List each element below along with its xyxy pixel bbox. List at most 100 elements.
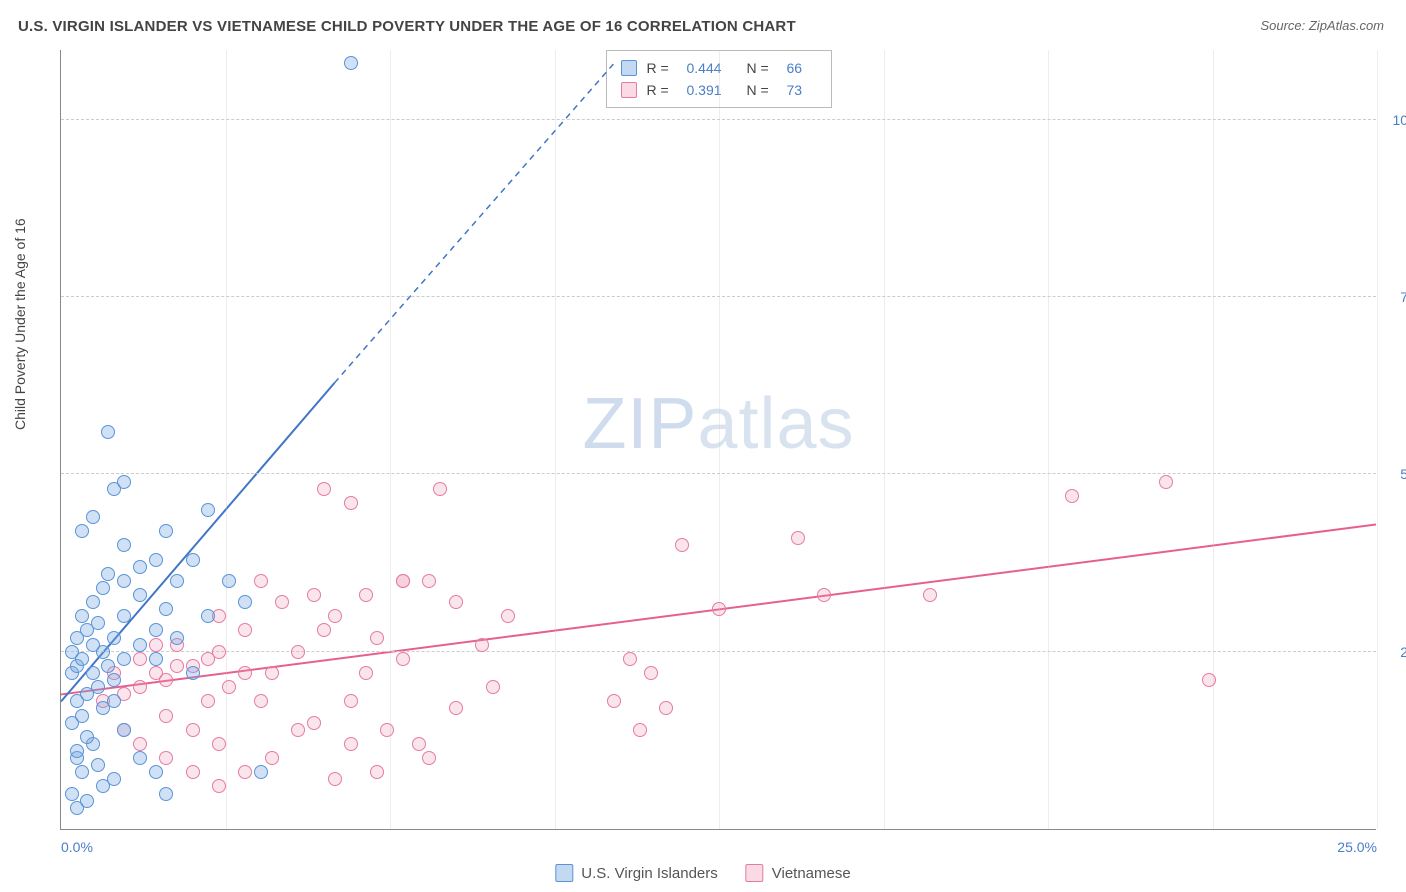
data-point-blue	[117, 538, 131, 552]
data-point-pink	[328, 772, 342, 786]
data-point-pink	[923, 588, 937, 602]
data-point-pink	[149, 638, 163, 652]
data-point-pink	[254, 694, 268, 708]
data-point-blue	[86, 510, 100, 524]
source-attribution: Source: ZipAtlas.com	[1260, 18, 1384, 33]
data-point-pink	[307, 588, 321, 602]
data-point-pink	[291, 723, 305, 737]
data-point-pink	[254, 574, 268, 588]
data-point-pink	[675, 538, 689, 552]
data-point-blue	[86, 595, 100, 609]
data-point-pink	[275, 595, 289, 609]
data-point-blue	[222, 574, 236, 588]
data-point-pink	[449, 701, 463, 715]
data-point-blue	[91, 680, 105, 694]
data-point-blue	[186, 553, 200, 567]
data-point-blue	[170, 574, 184, 588]
data-point-pink	[1065, 489, 1079, 503]
data-point-blue	[254, 765, 268, 779]
data-point-pink	[201, 652, 215, 666]
data-point-blue	[101, 425, 115, 439]
data-point-blue	[117, 574, 131, 588]
gridline-v	[390, 50, 391, 829]
data-point-pink	[412, 737, 426, 751]
gridline-v	[719, 50, 720, 829]
data-point-blue	[159, 602, 173, 616]
data-point-blue	[107, 673, 121, 687]
y-axis-label: Child Poverty Under the Age of 16	[12, 218, 28, 430]
data-point-pink	[359, 588, 373, 602]
data-point-pink	[307, 716, 321, 730]
data-point-pink	[265, 666, 279, 680]
data-point-pink	[133, 680, 147, 694]
data-point-blue	[91, 758, 105, 772]
data-point-pink	[344, 694, 358, 708]
data-point-pink	[433, 482, 447, 496]
data-point-pink	[475, 638, 489, 652]
data-point-pink	[159, 709, 173, 723]
data-point-pink	[396, 574, 410, 588]
data-point-blue	[101, 659, 115, 673]
data-point-pink	[644, 666, 658, 680]
data-point-pink	[486, 680, 500, 694]
data-point-pink	[159, 751, 173, 765]
data-point-blue	[96, 581, 110, 595]
data-point-blue	[80, 730, 94, 744]
data-point-pink	[328, 609, 342, 623]
data-point-blue	[186, 666, 200, 680]
data-point-blue	[107, 631, 121, 645]
data-point-blue	[117, 723, 131, 737]
data-point-blue	[149, 553, 163, 567]
y-tick-label: 100.0%	[1382, 112, 1406, 128]
data-point-pink	[380, 723, 394, 737]
data-point-pink	[201, 694, 215, 708]
data-point-pink	[238, 623, 252, 637]
data-point-blue	[65, 645, 79, 659]
scatter-plot: ZIPatlas R = 0.444 N = 66 R = 0.391 N = …	[60, 50, 1376, 830]
gridline-v	[1048, 50, 1049, 829]
data-point-pink	[449, 595, 463, 609]
data-point-blue	[86, 638, 100, 652]
data-point-pink	[1202, 673, 1216, 687]
data-point-pink	[422, 751, 436, 765]
data-point-pink	[659, 701, 673, 715]
data-point-pink	[396, 652, 410, 666]
data-point-pink	[317, 623, 331, 637]
data-point-blue	[107, 694, 121, 708]
data-point-blue	[133, 560, 147, 574]
data-point-pink	[212, 779, 226, 793]
data-point-pink	[817, 588, 831, 602]
data-point-pink	[712, 602, 726, 616]
data-point-pink	[317, 482, 331, 496]
gridline-v	[1213, 50, 1214, 829]
legend-item-blue: U.S. Virgin Islanders	[555, 864, 717, 882]
y-tick-label: 25.0%	[1382, 644, 1406, 660]
data-point-blue	[101, 567, 115, 581]
x-tick-label: 0.0%	[61, 839, 93, 855]
data-point-pink	[186, 765, 200, 779]
data-point-blue	[117, 475, 131, 489]
data-point-pink	[149, 666, 163, 680]
data-point-pink	[133, 737, 147, 751]
gridline-v	[1377, 50, 1378, 829]
data-point-blue	[75, 609, 89, 623]
data-point-blue	[344, 56, 358, 70]
data-point-pink	[238, 765, 252, 779]
data-point-blue	[107, 772, 121, 786]
legend-label: U.S. Virgin Islanders	[581, 865, 717, 882]
legend-item-pink: Vietnamese	[746, 864, 851, 882]
data-point-blue	[201, 609, 215, 623]
data-point-blue	[149, 623, 163, 637]
data-point-blue	[149, 652, 163, 666]
data-point-pink	[238, 666, 252, 680]
data-point-pink	[791, 531, 805, 545]
data-point-pink	[344, 737, 358, 751]
data-point-pink	[633, 723, 647, 737]
data-point-blue	[86, 666, 100, 680]
data-point-blue	[80, 794, 94, 808]
data-point-pink	[291, 645, 305, 659]
data-point-pink	[422, 574, 436, 588]
swatch-pink-icon	[746, 864, 764, 882]
data-point-pink	[133, 652, 147, 666]
data-point-blue	[170, 631, 184, 645]
